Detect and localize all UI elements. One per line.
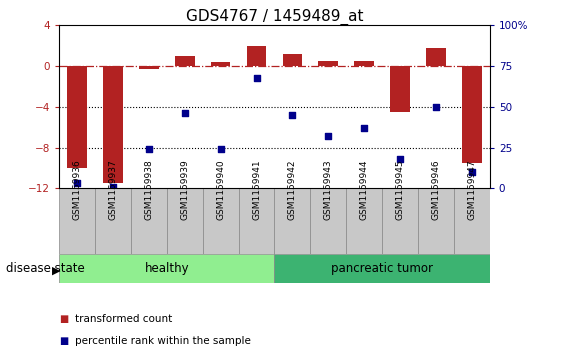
- Bar: [354, 61, 374, 66]
- Bar: [175, 56, 195, 66]
- Bar: [283, 54, 302, 66]
- Bar: [239, 188, 275, 253]
- Bar: [59, 188, 95, 253]
- Text: GSM1159936: GSM1159936: [73, 159, 82, 220]
- Text: disease state: disease state: [6, 262, 84, 275]
- Title: GDS4767 / 1459489_at: GDS4767 / 1459489_at: [186, 9, 363, 25]
- Text: ▶: ▶: [52, 265, 60, 275]
- Bar: [167, 188, 203, 253]
- Text: GSM1159939: GSM1159939: [180, 159, 189, 220]
- Bar: [59, 253, 275, 283]
- Text: GSM1159943: GSM1159943: [324, 159, 333, 220]
- Bar: [211, 62, 230, 66]
- Bar: [275, 188, 310, 253]
- Bar: [139, 66, 159, 69]
- Text: transformed count: transformed count: [75, 314, 172, 325]
- Bar: [390, 66, 410, 112]
- Bar: [103, 66, 123, 183]
- Bar: [454, 188, 490, 253]
- Bar: [310, 188, 346, 253]
- Bar: [247, 46, 266, 66]
- Text: pancreatic tumor: pancreatic tumor: [331, 262, 433, 275]
- Bar: [67, 66, 87, 168]
- Bar: [203, 188, 239, 253]
- Text: GSM1159940: GSM1159940: [216, 159, 225, 220]
- Text: percentile rank within the sample: percentile rank within the sample: [75, 336, 251, 346]
- Point: [216, 146, 225, 152]
- Point: [144, 146, 153, 152]
- Point: [288, 112, 297, 118]
- Point: [252, 75, 261, 81]
- Point: [180, 110, 189, 116]
- Text: ■: ■: [59, 336, 68, 346]
- Bar: [418, 188, 454, 253]
- Bar: [382, 188, 418, 253]
- Text: GSM1159941: GSM1159941: [252, 159, 261, 220]
- Bar: [275, 253, 490, 283]
- Point: [73, 180, 82, 186]
- Text: GSM1159946: GSM1159946: [431, 159, 440, 220]
- Text: GSM1159938: GSM1159938: [144, 159, 153, 220]
- Bar: [319, 61, 338, 66]
- Text: GSM1159937: GSM1159937: [109, 159, 118, 220]
- Bar: [131, 188, 167, 253]
- Point: [360, 125, 369, 131]
- Point: [109, 184, 118, 189]
- Point: [396, 156, 405, 162]
- Text: GSM1159945: GSM1159945: [396, 159, 405, 220]
- Bar: [346, 188, 382, 253]
- Point: [431, 104, 440, 110]
- Text: healthy: healthy: [145, 262, 189, 275]
- Point: [324, 133, 333, 139]
- Text: ■: ■: [59, 314, 68, 325]
- Text: GSM1159942: GSM1159942: [288, 159, 297, 220]
- Text: GSM1159944: GSM1159944: [360, 159, 369, 220]
- Bar: [95, 188, 131, 253]
- Bar: [426, 48, 446, 66]
- Text: GSM1159947: GSM1159947: [467, 159, 476, 220]
- Bar: [462, 66, 482, 163]
- Point: [467, 169, 476, 175]
